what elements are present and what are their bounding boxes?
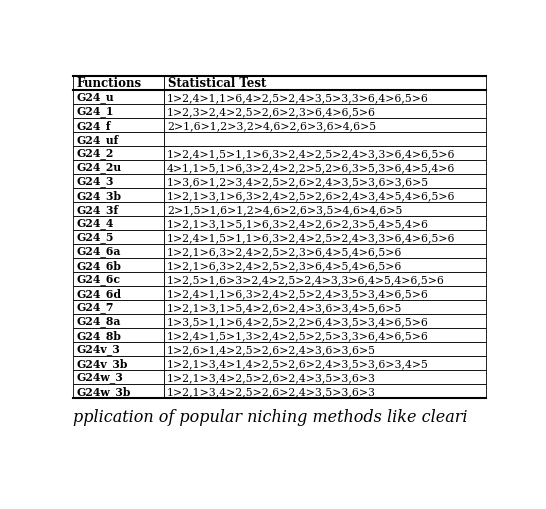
Text: G24_u: G24_u (76, 92, 114, 103)
Bar (164, 272, 486, 286)
Bar (73, 188, 164, 203)
Text: 1>2,6>1,4>2,5>2,6>2,4>3,6>3,6>5: 1>2,6>1,4>2,5>2,6>2,4>3,6>3,6>5 (167, 344, 376, 354)
Bar (164, 216, 486, 231)
Bar (73, 314, 164, 328)
Bar (164, 160, 486, 175)
Text: 2>1,5>1,6>1,2>4,6>2,6>3,5>4,6>4,6>5: 2>1,5>1,6>1,2>4,6>2,6>3,5>4,6>4,6>5 (167, 205, 402, 214)
Text: 1>2,1>3,4>2,5>2,6>2,4>3,5>3,6>3: 1>2,1>3,4>2,5>2,6>2,4>3,5>3,6>3 (167, 372, 376, 382)
Text: 1>3,5>1,1>6,4>2,5>2,2>6,4>3,5>3,4>6,5>6: 1>3,5>1,1>6,4>2,5>2,2>6,4>3,5>3,4>6,5>6 (167, 316, 429, 326)
Text: G24_6a: G24_6a (76, 246, 121, 257)
Bar (73, 231, 164, 244)
Text: Statistical Test: Statistical Test (168, 77, 266, 90)
Text: G24_5: G24_5 (76, 232, 114, 243)
Bar (164, 119, 486, 132)
Text: 1>2,5>1,6>3>2,4>2,5>2,4>3,3>6,4>5,4>6,5>6: 1>2,5>1,6>3>2,4>2,5>2,4>3,3>6,4>5,4>6,5>… (167, 274, 445, 285)
Text: 1>2,4>1,5>1,1>6,3>2,4>2,5>2,4>3,3>6,4>6,5>6: 1>2,4>1,5>1,1>6,3>2,4>2,5>2,4>3,3>6,4>6,… (167, 233, 455, 242)
Bar (164, 244, 486, 259)
Text: 1>2,1>6,3>2,4>2,5>2,3>6,4>5,4>6,5>6: 1>2,1>6,3>2,4>2,5>2,3>6,4>5,4>6,5>6 (167, 260, 402, 270)
Bar (164, 147, 486, 160)
Bar (73, 160, 164, 175)
Text: Functions: Functions (76, 77, 142, 90)
Bar (164, 231, 486, 244)
Bar (164, 175, 486, 188)
Bar (164, 259, 486, 272)
Text: G24_uf: G24_uf (76, 133, 119, 146)
Text: G24w_3b: G24w_3b (76, 385, 131, 397)
Bar (164, 132, 486, 147)
Bar (164, 286, 486, 300)
Bar (73, 203, 164, 216)
Text: 1>2,1>3,4>2,5>2,6>2,4>3,5>3,6>3: 1>2,1>3,4>2,5>2,6>2,4>3,5>3,6>3 (167, 386, 376, 396)
Bar (73, 91, 164, 104)
Text: 1>2,4>1,5>1,1>6,3>2,4>2,5>2,4>3,3>6,4>6,5>6: 1>2,4>1,5>1,1>6,3>2,4>2,5>2,4>3,3>6,4>6,… (167, 149, 455, 158)
Bar (73, 370, 164, 384)
Bar (164, 356, 486, 370)
Bar (73, 259, 164, 272)
Bar (73, 244, 164, 259)
Text: G24_3f: G24_3f (76, 204, 119, 215)
Text: 1>2,1>3,1>5,4>2,6>2,4>3,6>3,4>5,6>5: 1>2,1>3,1>5,4>2,6>2,4>3,6>3,4>5,6>5 (167, 302, 402, 312)
Bar (164, 314, 486, 328)
Bar (73, 77, 164, 91)
Bar (73, 328, 164, 342)
Text: 1>2,4>1,5>1,3>2,4>2,5>2,5>3,3>6,4>6,5>6: 1>2,4>1,5>1,3>2,4>2,5>2,5>3,3>6,4>6,5>6 (167, 330, 429, 340)
Text: 1>2,3>2,4>2,5>2,6>2,3>6,4>6,5>6: 1>2,3>2,4>2,5>2,6>2,3>6,4>6,5>6 (167, 106, 376, 117)
Bar (73, 119, 164, 132)
Text: 1>2,1>3,1>6,3>2,4>2,5>2,6>2,4>3,4>5,4>6,5>6: 1>2,1>3,1>6,3>2,4>2,5>2,6>2,4>3,4>5,4>6,… (167, 190, 455, 201)
Bar (164, 300, 486, 314)
Bar (164, 384, 486, 398)
Bar (73, 132, 164, 147)
Bar (164, 342, 486, 356)
Bar (73, 342, 164, 356)
Text: 2>1,6>1,2>3,2>4,6>2,6>3,6>4,6>5: 2>1,6>1,2>3,2>4,6>2,6>3,6>4,6>5 (167, 121, 376, 130)
Text: 1>2,1>3,4>1,4>2,5>2,6>2,4>3,5>3,6>3,4>5: 1>2,1>3,4>1,4>2,5>2,6>2,4>3,5>3,6>3,4>5 (167, 358, 429, 368)
Bar (164, 188, 486, 203)
Bar (164, 328, 486, 342)
Text: 1>3,6>1,2>3,4>2,5>2,6>2,4>3,5>3,6>3,6>5: 1>3,6>1,2>3,4>2,5>2,6>2,4>3,5>3,6>3,6>5 (167, 177, 429, 186)
Text: G24_6c: G24_6c (76, 274, 121, 285)
Bar (73, 272, 164, 286)
Bar (73, 147, 164, 160)
Bar (73, 356, 164, 370)
Text: 1>2,1>3,1>5,1>6,3>2,4>2,6>2,3>5,4>5,4>6: 1>2,1>3,1>5,1>6,3>2,4>2,6>2,3>5,4>5,4>6 (167, 218, 429, 229)
Text: 1>2,4>1,1>6,3>2,4>2,5>2,4>3,5>3,4>6,5>6: 1>2,4>1,1>6,3>2,4>2,5>2,4>3,5>3,4>6,5>6 (167, 288, 429, 298)
Text: G24_1: G24_1 (76, 106, 114, 117)
Text: pplication of popular niching methods like cleari: pplication of popular niching methods li… (73, 408, 468, 425)
Bar (73, 286, 164, 300)
Text: G24_7: G24_7 (76, 302, 114, 313)
Text: G24v_3b: G24v_3b (76, 357, 128, 369)
Bar (73, 175, 164, 188)
Text: 1>2,1>6,3>2,4>2,5>2,3>6,4>5,4>6,5>6: 1>2,1>6,3>2,4>2,5>2,3>6,4>5,4>6,5>6 (167, 246, 402, 257)
Text: G24_f: G24_f (76, 120, 111, 131)
Bar (164, 370, 486, 384)
Text: 1>2,4>1,1>6,4>2,5>2,4>3,5>3,3>6,4>6,5>6: 1>2,4>1,1>6,4>2,5>2,4>3,5>3,3>6,4>6,5>6 (167, 93, 429, 102)
Bar (73, 216, 164, 231)
Text: 4>1,1>5,1>6,3>2,4>2,2>5,2>6,3>5,3>6,4>5,4>6: 4>1,1>5,1>6,3>2,4>2,2>5,2>6,3>5,3>6,4>5,… (167, 162, 455, 173)
Text: G24_6b: G24_6b (76, 260, 122, 271)
Text: G24_3b: G24_3b (76, 189, 122, 202)
Text: G24_8b: G24_8b (76, 329, 122, 341)
Bar (164, 77, 486, 91)
Text: G24_6d: G24_6d (76, 288, 122, 299)
Text: G24_2u: G24_2u (76, 162, 122, 173)
Text: G24v_3: G24v_3 (76, 344, 121, 355)
Bar (164, 104, 486, 119)
Text: G24_8a: G24_8a (76, 316, 121, 327)
Text: G24_2: G24_2 (76, 148, 114, 159)
Bar (73, 300, 164, 314)
Text: G24_4: G24_4 (76, 218, 114, 229)
Bar (164, 91, 486, 104)
Bar (164, 203, 486, 216)
Bar (73, 104, 164, 119)
Text: G24_3: G24_3 (76, 176, 114, 187)
Text: G24w_3: G24w_3 (76, 372, 123, 383)
Bar (73, 384, 164, 398)
